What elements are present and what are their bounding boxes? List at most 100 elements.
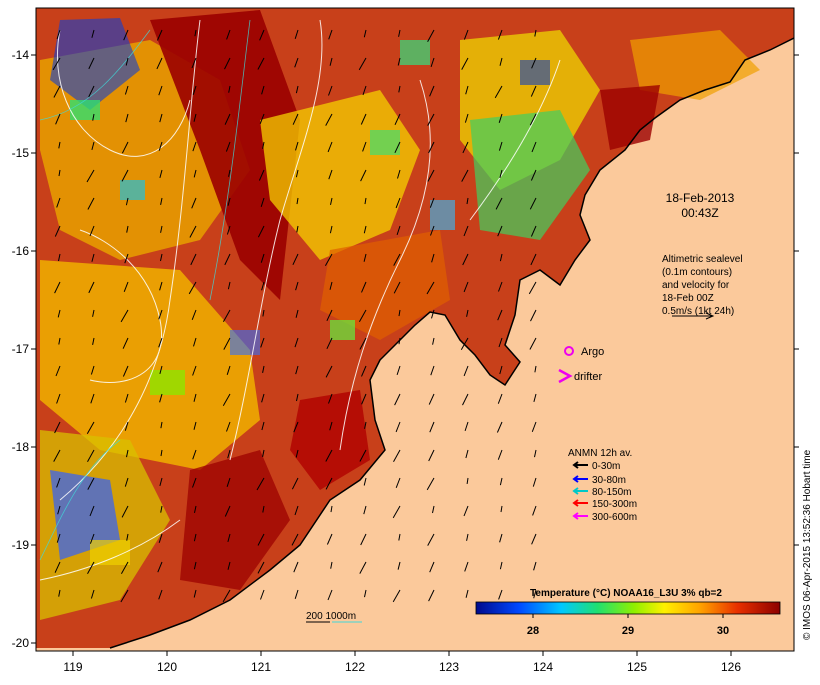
velocity-arrow [296, 197, 299, 205]
velocity-arrow [358, 57, 367, 71]
velocity-arrow [91, 141, 95, 151]
velocity-arrow [295, 141, 299, 151]
velocity-arrow [91, 253, 95, 262]
velocity-arrow [188, 281, 197, 295]
velocity-arrow [225, 141, 231, 152]
velocity-arrow [191, 197, 197, 209]
velocity-arrow [325, 449, 333, 462]
velocity-arrow [224, 57, 231, 70]
velocity-arrow [191, 57, 197, 69]
velocity-arrow [54, 421, 61, 434]
velocity-arrow [124, 477, 129, 487]
velocity-arrow [429, 85, 435, 97]
velocity-arrow [227, 561, 231, 570]
velocity-arrow [87, 561, 95, 575]
velocity-arrow [534, 449, 537, 458]
velocity-arrow [193, 421, 197, 430]
sealevel-contours [39, 19, 561, 581]
velocity-arrow [294, 29, 299, 39]
velocity-arrow [326, 533, 333, 545]
velocity-arrow [292, 253, 299, 266]
velocity-arrow [52, 57, 61, 71]
velocity-arrow [257, 561, 265, 574]
velocity-arrow [122, 337, 129, 349]
velocity-arrow [291, 477, 299, 490]
velocity-arrow [395, 477, 401, 488]
velocity-arrow [260, 589, 265, 600]
velocity-arrow [55, 113, 61, 125]
velocity-arrow [193, 169, 197, 178]
velocity-arrow [497, 29, 503, 40]
velocity-arrow [393, 449, 401, 463]
velocity-arrow [465, 589, 469, 598]
anmn-item-0-30: 0-30m [572, 461, 620, 472]
velocity-arrow [363, 505, 367, 515]
velocity-arrow [57, 505, 61, 515]
velocity-arrow [228, 85, 231, 93]
velocity-arrow [160, 421, 163, 429]
x-tick-123: 123 [439, 660, 459, 674]
velocity-arrow [295, 449, 299, 458]
velocity-arrow [156, 57, 163, 70]
velocity-arrow [358, 309, 367, 323]
velocity-arrow [88, 281, 95, 294]
velocity-arrow [157, 561, 163, 573]
velocity-arrow [262, 309, 265, 317]
velocity-arrow [432, 505, 435, 514]
velocity-arrow [259, 113, 265, 124]
colorbar-tick-28: 28 [527, 625, 539, 637]
altimetry-line-1: Altimetric sealevel [662, 254, 743, 265]
velocity-arrow [159, 365, 163, 375]
velocity-arrow [429, 197, 435, 208]
velocity-arrow [58, 141, 61, 149]
velocity-arrow [121, 141, 129, 154]
velocity-arrow [126, 533, 129, 541]
velocity-arrow [499, 57, 503, 66]
velocity-arrow [499, 169, 503, 179]
velocity-arrow [293, 561, 299, 573]
velocity-arrow [431, 253, 435, 263]
x-tick-120: 120 [157, 660, 177, 674]
y-tick-14: -14 [12, 48, 30, 62]
velocity-arrow [329, 421, 333, 431]
velocity-arrow [261, 85, 265, 95]
velocity-arrow [194, 29, 197, 37]
velocity-arrow [120, 561, 129, 575]
x-tick-124: 124 [533, 660, 553, 674]
velocity-arrow [530, 253, 537, 266]
velocity-arrow [497, 393, 503, 404]
velocity-arrow [87, 197, 95, 210]
velocity-arrow [532, 505, 537, 516]
velocity-arrow [528, 281, 537, 295]
velocity-arrow [158, 337, 163, 348]
bathymetry-legend: 200 1000m [306, 611, 362, 623]
velocity-arrow [193, 533, 197, 542]
velocity-arrow [329, 225, 333, 234]
velocity-arrow [58, 337, 61, 345]
velocity-arrow [159, 113, 163, 123]
bathymetry-label: 200 1000m [306, 611, 356, 622]
velocity-arrow [120, 309, 129, 323]
velocity-arrow [193, 589, 197, 598]
velocity-arrow [394, 141, 401, 154]
velocity-arrow [222, 393, 231, 407]
velocity-arrow [392, 505, 401, 519]
velocity-arrow [260, 337, 265, 348]
velocity-arrow [495, 197, 503, 210]
velocity-arrow [430, 225, 435, 236]
velocity-arrow [464, 113, 469, 123]
velocity-arrow [328, 29, 333, 40]
velocity-arrow [359, 561, 367, 574]
velocity-arrow [328, 393, 333, 404]
velocity-arrow [363, 29, 367, 38]
velocity-arrow [56, 29, 61, 40]
velocity-arrow [55, 365, 61, 377]
velocity-arrow [89, 505, 95, 517]
velocity-arrow [226, 29, 231, 40]
velocity-arrow [430, 57, 435, 68]
velocity-arrow [295, 281, 299, 291]
velocity-arrow [192, 477, 197, 488]
velocity-arrow [125, 113, 129, 123]
